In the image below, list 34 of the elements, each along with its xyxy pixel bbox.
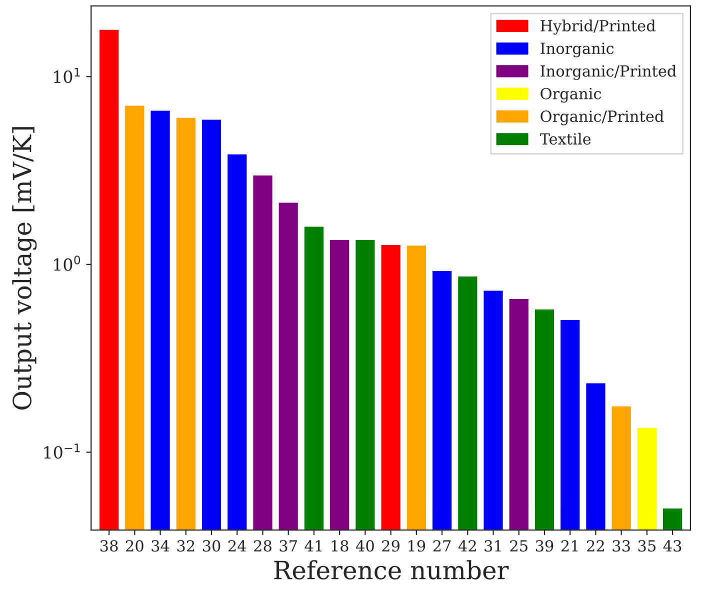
x-tick-label: 39: [536, 540, 554, 552]
x-tick-label: 22: [587, 540, 604, 552]
y-axis-title: Output voltage [mV/K]: [12, 127, 37, 410]
y-tick-label: 10$^{0}$: [54, 256, 80, 271]
x-tick-label: 27: [433, 540, 451, 552]
x-tick-label: 32: [177, 540, 194, 552]
y-tick-label: 10$^{1}$: [54, 68, 80, 84]
x-tick-label: 24: [228, 540, 246, 552]
x-tick-label: 28: [254, 540, 272, 552]
x-tick-label: 41: [304, 540, 322, 552]
x-axis-title: Reference number: [274, 560, 509, 580]
x-tick-label: 20: [126, 540, 144, 552]
x-tick-label: 34: [152, 540, 170, 552]
x-tick-label: 29: [382, 540, 400, 552]
x-tick-label: 43: [663, 540, 682, 552]
legend-label: Hybrid/Printed: [540, 20, 656, 35]
x-tick-label: 30: [202, 540, 220, 552]
x-tick-label: 19: [408, 540, 426, 552]
legend-label: Textile: [540, 132, 591, 145]
x-tick-label: 25: [510, 540, 528, 552]
x-tick-label: 21: [561, 540, 578, 552]
legend-label: Inorganic/Printed: [540, 64, 676, 80]
x-tick-label: 18: [332, 540, 348, 552]
x-tick-label: 33: [612, 540, 630, 552]
x-tick-label: 35: [638, 540, 656, 552]
x-tick-label: 42: [458, 540, 476, 552]
x-tick-label: 40: [356, 540, 374, 552]
y-tick-label: 10$^{−1}$: [44, 444, 80, 459]
x-tick-label: 31: [484, 540, 501, 552]
legend-label: Organic/Printed: [540, 110, 664, 126]
x-tick-label: 37: [280, 540, 297, 552]
x-tick-label: 38: [100, 540, 118, 552]
legend-label: Inorganic: [540, 42, 614, 58]
legend-label: Organic: [540, 88, 602, 103]
